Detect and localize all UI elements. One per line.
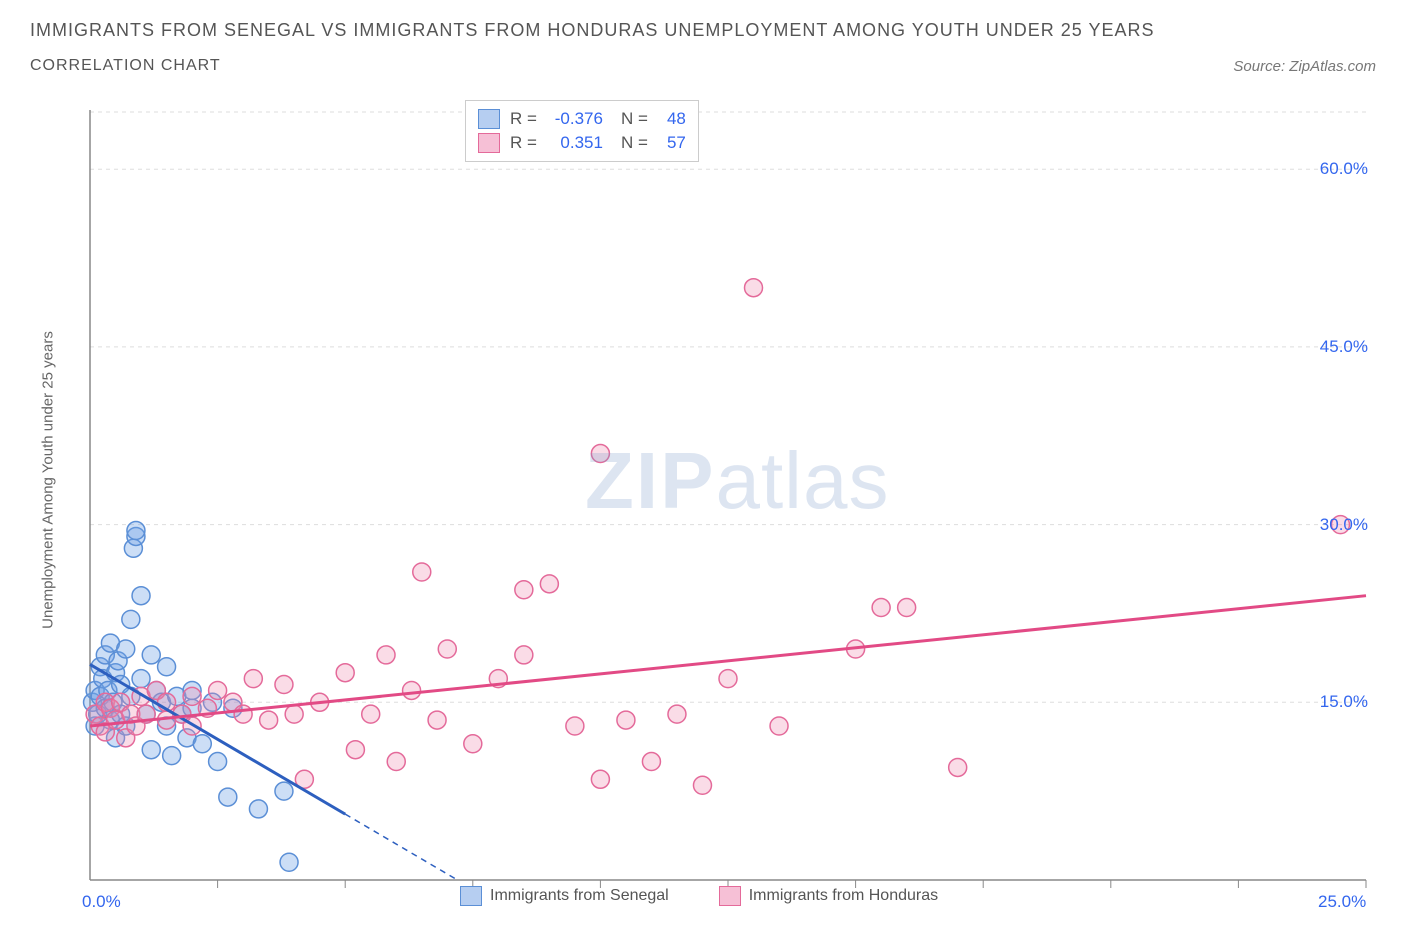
- stats-row: R = 0.351 N = 57: [478, 131, 686, 155]
- correlation-stats-box: R = -0.376 N = 48 R = 0.351 N = 57: [465, 100, 699, 162]
- x-tick-label-right: 25.0%: [1318, 892, 1366, 912]
- source-name: ZipAtlas.com: [1289, 58, 1376, 75]
- legend-item: Immigrants from Senegal: [460, 886, 669, 906]
- r-label: R =: [510, 107, 537, 131]
- legend-item: Immigrants from Honduras: [719, 886, 938, 906]
- series-name: Immigrants from Senegal: [490, 887, 669, 905]
- page-title-line2: CORRELATION CHART: [30, 57, 1376, 75]
- series-swatch: [478, 133, 500, 153]
- x-tick-label-left: 0.0%: [82, 892, 121, 912]
- series-legend: Immigrants from Senegal Immigrants from H…: [460, 886, 938, 906]
- stats-row: R = -0.376 N = 48: [478, 107, 686, 131]
- n-value: 48: [658, 107, 686, 131]
- source-label: Source:: [1233, 58, 1285, 75]
- n-value: 57: [658, 131, 686, 155]
- y-tick-label: 15.0%: [1308, 692, 1368, 712]
- y-axis-label: Unemployment Among Youth under 25 years: [40, 331, 57, 629]
- scatter-chart: [30, 100, 1376, 910]
- y-tick-label: 60.0%: [1308, 159, 1368, 179]
- series-name: Immigrants from Honduras: [749, 887, 938, 905]
- r-label: R =: [510, 131, 537, 155]
- n-label: N =: [621, 107, 648, 131]
- r-value: -0.376: [547, 107, 603, 131]
- series-swatch: [460, 886, 482, 906]
- series-swatch: [719, 886, 741, 906]
- source-attribution: Source: ZipAtlas.com: [1233, 58, 1376, 75]
- y-tick-label: 30.0%: [1308, 515, 1368, 535]
- n-label: N =: [621, 131, 648, 155]
- r-value: 0.351: [547, 131, 603, 155]
- chart-container: Unemployment Among Youth under 25 years …: [30, 100, 1376, 900]
- page-title-line1: IMMIGRANTS FROM SENEGAL VS IMMIGRANTS FR…: [30, 20, 1376, 41]
- series-swatch: [478, 109, 500, 129]
- y-tick-label: 45.0%: [1308, 337, 1368, 357]
